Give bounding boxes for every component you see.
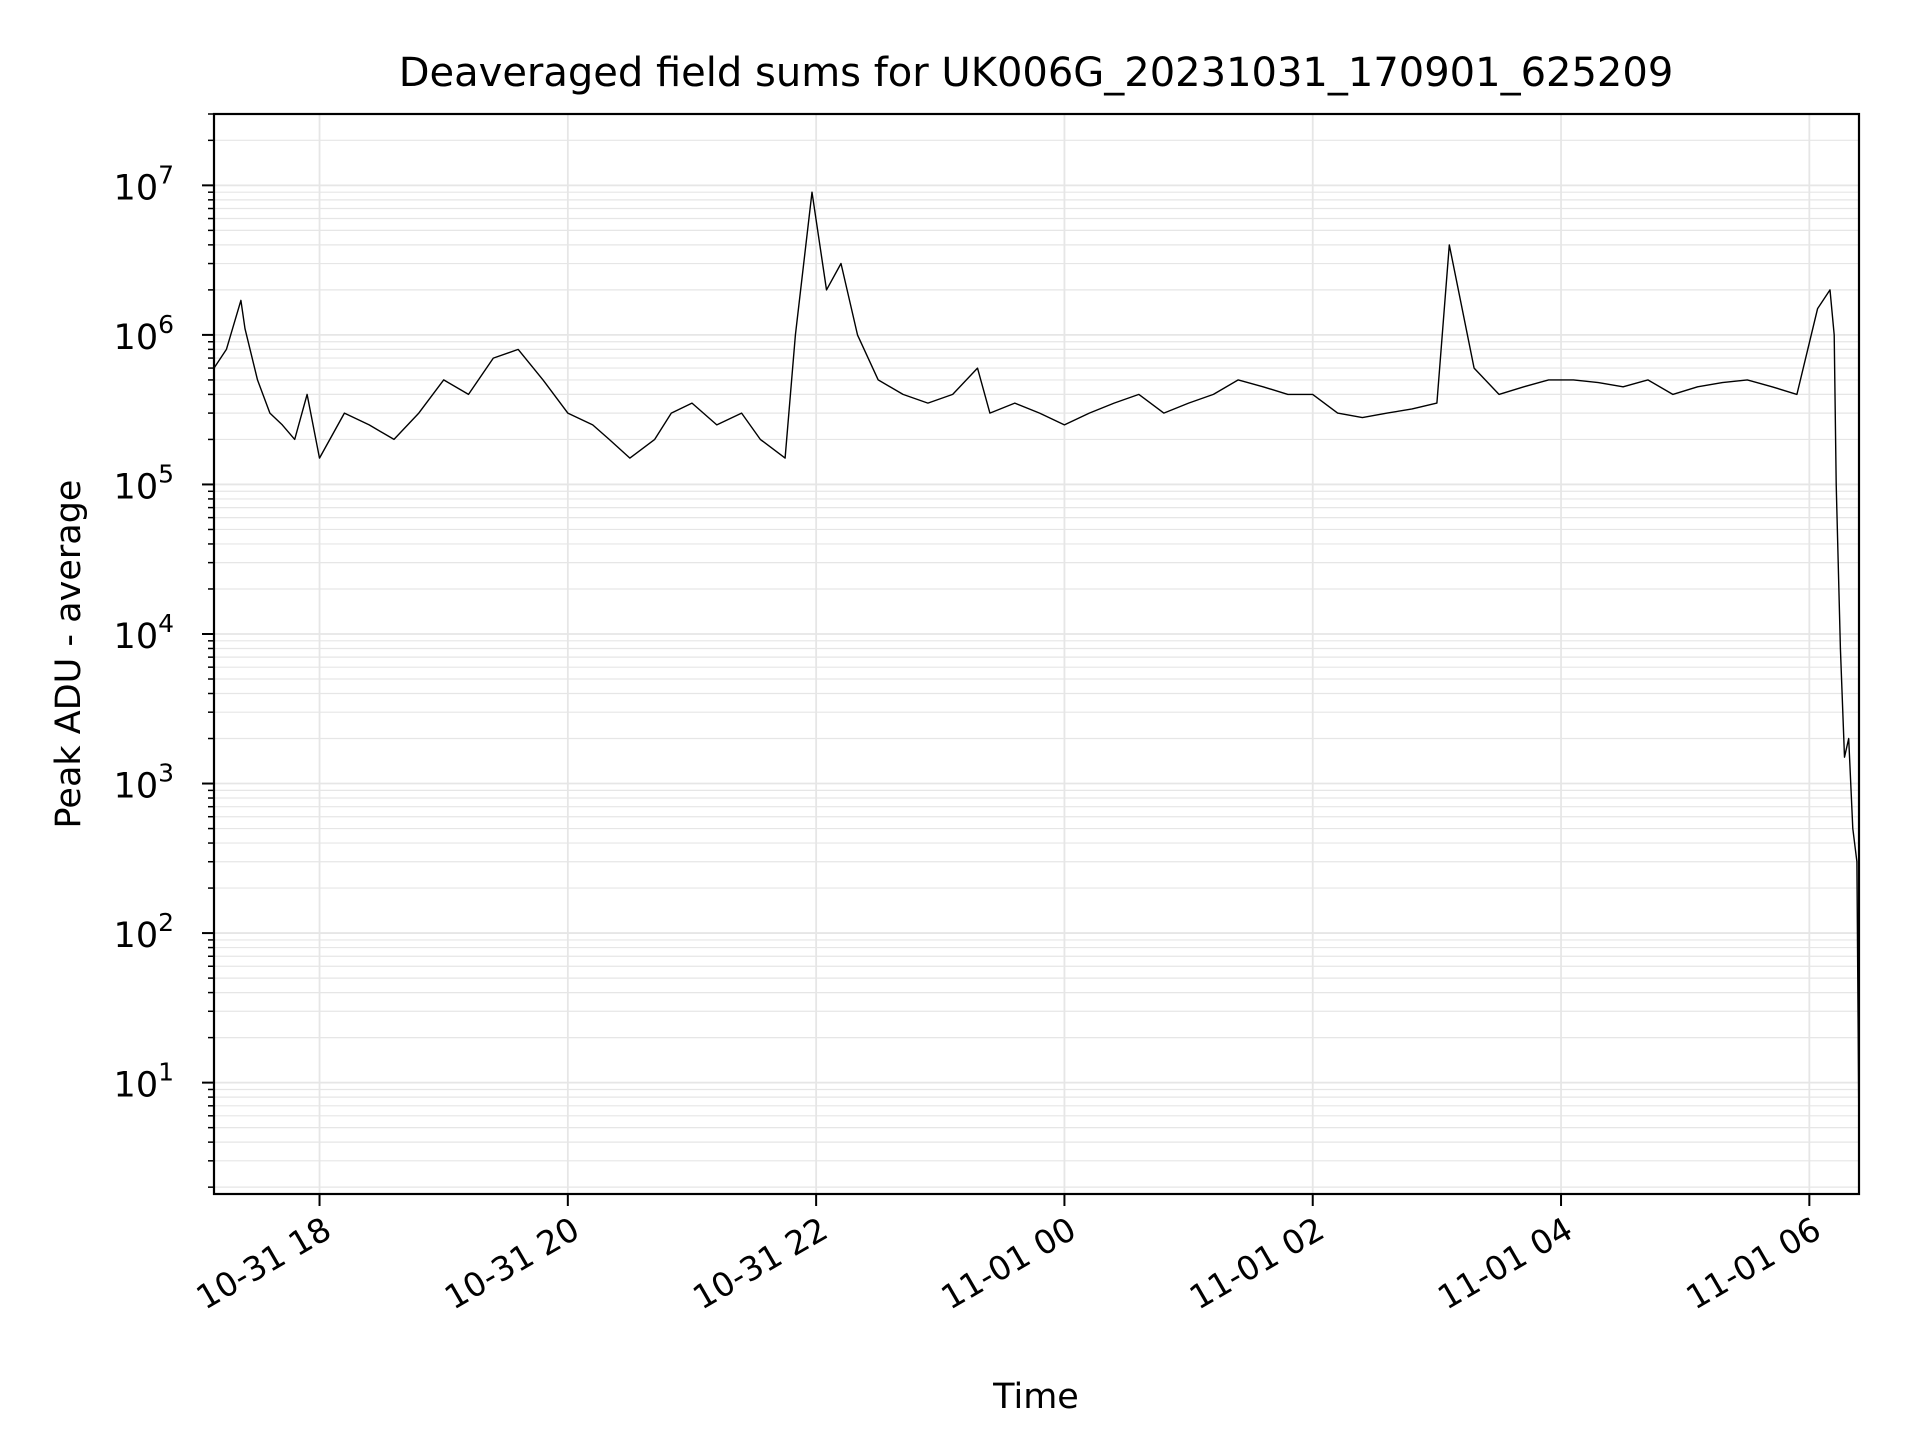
x-tick-label: 11-01 06 xyxy=(1679,1209,1827,1317)
x-axis-label: Time xyxy=(992,1377,1079,1417)
x-tick-label: 11-01 00 xyxy=(934,1209,1082,1317)
x-tick-label: 10-31 20 xyxy=(438,1209,586,1317)
x-tick-label: 10-31 22 xyxy=(686,1209,834,1317)
y-tick-label: 106 xyxy=(114,310,174,358)
x-tick-label: 11-01 02 xyxy=(1183,1209,1331,1317)
y-tick-label: 103 xyxy=(114,759,174,807)
x-tick-label: 11-01 04 xyxy=(1431,1209,1579,1317)
y-tick-label: 102 xyxy=(114,908,174,956)
series-line xyxy=(213,191,1860,1143)
x-tick-label: 10-31 18 xyxy=(190,1209,338,1317)
y-tick-label: 105 xyxy=(114,459,174,507)
data-series-layer xyxy=(213,191,1860,1143)
chart-title: Deaveraged field sums for UK006G_2023103… xyxy=(399,50,1674,96)
grid-lines xyxy=(214,113,1859,1194)
y-axis-ticks: 101 102 103 104 105 106 107 xyxy=(114,113,214,1188)
plot-area-frame xyxy=(212,112,1861,1196)
x-axis-ticks: 10-31 18 10-31 20 10-31 22 11-01 00 11-01 02… xyxy=(190,1194,1827,1317)
y-tick-label: 107 xyxy=(114,160,174,208)
y-axis-label: Peak ADU - average xyxy=(49,480,89,829)
y-tick-label: 101 xyxy=(114,1058,174,1106)
y-tick-label: 104 xyxy=(114,609,174,657)
